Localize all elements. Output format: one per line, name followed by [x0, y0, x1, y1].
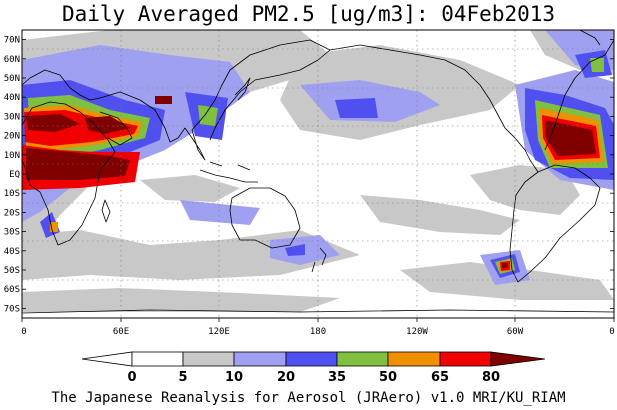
- lat-label: 30S: [4, 228, 20, 238]
- lat-label: 10N: [4, 151, 20, 161]
- coast-indonesia: [199, 161, 258, 183]
- coast-europe: [22, 69, 101, 101]
- lat-label: 40S: [4, 247, 20, 257]
- lon-label: 0: [609, 327, 614, 337]
- lat-label: EQ: [9, 170, 20, 180]
- coast-japan: [234, 77, 251, 101]
- lat-labels: 70N 60N 50N 40N 30N 20N 10N EQ 10S 20S 3…: [4, 36, 20, 315]
- coast-greenland: [579, 30, 601, 46]
- coast-arabia: [99, 111, 133, 146]
- colorbar-label: 20: [277, 370, 295, 385]
- lat-label: 60N: [4, 55, 20, 65]
- coast-africa: [22, 101, 116, 246]
- colorbar-swatch: [387, 351, 441, 367]
- coastlines: [22, 30, 614, 314]
- colorbar-labels: 0 5 10 20 35 50 65 80: [127, 370, 500, 385]
- footer-credit: The Japanese Reanalysis for Aerosol (JRA…: [51, 390, 566, 406]
- coast-south-america: [509, 164, 601, 283]
- lon-label: 120E: [208, 327, 230, 337]
- gridlines: [22, 30, 614, 318]
- coast-antarctica: [22, 309, 614, 314]
- lat-label: 60S: [4, 285, 20, 295]
- lat-label: 50N: [4, 74, 20, 84]
- coast-north-america-east: [544, 39, 614, 151]
- colorbar-label: 50: [379, 370, 397, 385]
- lon-ticks: [21, 318, 615, 322]
- colorbar-swatch: [182, 351, 235, 367]
- lat-label: 70S: [4, 304, 20, 314]
- colorbar-triangle-above: [490, 351, 546, 367]
- lon-label: 0: [21, 327, 26, 337]
- concentration-field: [22, 30, 614, 312]
- lat-label: 70N: [4, 36, 20, 46]
- coast-australia: [229, 187, 301, 249]
- lat-ticks: [22, 39, 614, 309]
- colorbar-label: 10: [225, 370, 243, 385]
- lon-labels: 0 60E 120E 180 120W 60W 0: [21, 327, 614, 337]
- colorbar-label: 35: [328, 370, 346, 385]
- map-title: Daily Averaged PM2.5 [ug/m3]: 04Feb2013: [61, 2, 556, 26]
- lon-label: 60W: [507, 327, 524, 337]
- colorbar-label: 65: [431, 370, 449, 385]
- colorbar-swatch: [131, 351, 184, 367]
- colorbar-swatch: [233, 351, 287, 367]
- lat-label: 30N: [4, 112, 20, 122]
- colorbar-swatch: [336, 351, 389, 367]
- lat-label: 40N: [4, 93, 20, 103]
- colorbar-swatch: [285, 351, 338, 367]
- colorbar-label: 5: [178, 370, 187, 385]
- lon-label: 60E: [113, 327, 129, 337]
- lat-label: 20S: [4, 208, 20, 218]
- coast-asia: [99, 39, 331, 161]
- colorbar-triangle-below: [81, 351, 133, 367]
- lon-label: 120W: [406, 327, 428, 337]
- colorbar-swatch: [439, 351, 492, 367]
- coast-new-zealand: [311, 247, 327, 273]
- lon-label: 180: [310, 327, 326, 337]
- lat-label: 20N: [4, 132, 20, 142]
- coast-madagascar: [101, 199, 111, 223]
- colorbar: [81, 351, 546, 367]
- colorbar-label: 80: [482, 370, 500, 385]
- lat-label: 10S: [4, 189, 20, 199]
- lat-label: 50S: [4, 266, 20, 276]
- colorbar-label: 0: [127, 370, 136, 385]
- coast-north-america: [329, 44, 539, 173]
